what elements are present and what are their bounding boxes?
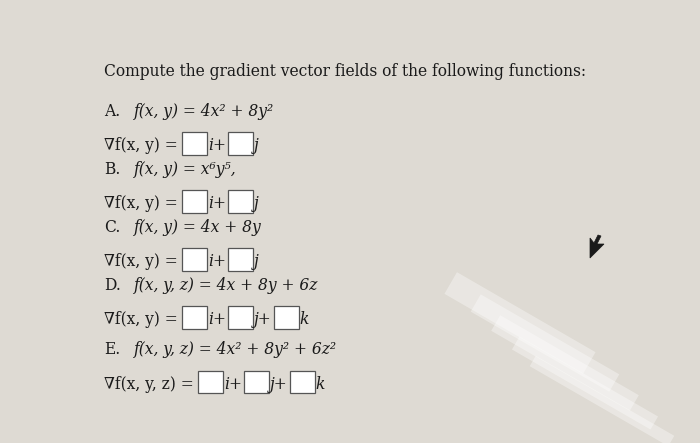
FancyBboxPatch shape [198, 371, 223, 393]
Text: k: k [300, 311, 309, 328]
Text: j+: j+ [270, 376, 288, 392]
Text: A.: A. [104, 103, 120, 120]
Text: i+: i+ [209, 253, 227, 270]
Polygon shape [590, 235, 604, 258]
FancyBboxPatch shape [228, 249, 253, 271]
Text: k: k [316, 376, 325, 392]
Polygon shape [512, 337, 658, 430]
Text: C.: C. [104, 218, 120, 236]
FancyBboxPatch shape [290, 371, 314, 393]
Text: f(x, y, z) = 4x² + 8y² + 6z²: f(x, y, z) = 4x² + 8y² + 6z² [134, 342, 337, 358]
Text: i+: i+ [209, 311, 227, 328]
Polygon shape [470, 294, 620, 392]
Text: f(x, y) = 4x² + 8y²: f(x, y) = 4x² + 8y² [134, 103, 274, 120]
Text: f(x, y) = 4x + 8y: f(x, y) = 4x + 8y [134, 218, 262, 236]
Text: j: j [254, 137, 259, 154]
Text: j: j [254, 253, 259, 270]
Text: i+: i+ [209, 195, 227, 212]
FancyBboxPatch shape [228, 307, 253, 329]
Text: Compute the gradient vector fields of the following functions:: Compute the gradient vector fields of th… [104, 63, 586, 80]
Text: ∇f(x, y) =: ∇f(x, y) = [104, 195, 183, 212]
FancyBboxPatch shape [183, 249, 207, 271]
Text: ∇f(x, y) =: ∇f(x, y) = [104, 253, 183, 270]
Text: E.: E. [104, 342, 120, 358]
FancyBboxPatch shape [183, 132, 207, 155]
FancyBboxPatch shape [183, 307, 207, 329]
Text: ∇f(x, y, z) =: ∇f(x, y, z) = [104, 376, 198, 392]
Text: ∇f(x, y) =: ∇f(x, y) = [104, 137, 183, 154]
Text: f(x, y) = x⁶y⁵,: f(x, y) = x⁶y⁵, [134, 161, 237, 178]
FancyBboxPatch shape [244, 371, 269, 393]
Text: j+: j+ [254, 311, 272, 328]
Text: ∇f(x, y) =: ∇f(x, y) = [104, 311, 183, 328]
Text: j: j [254, 195, 259, 212]
Text: i+: i+ [209, 137, 227, 154]
Polygon shape [444, 272, 596, 374]
Text: f(x, y, z) = 4x + 8y + 6z: f(x, y, z) = 4x + 8y + 6z [134, 276, 318, 294]
Text: D.: D. [104, 276, 120, 294]
FancyBboxPatch shape [228, 132, 253, 155]
FancyBboxPatch shape [183, 190, 207, 213]
FancyBboxPatch shape [274, 307, 299, 329]
Text: B.: B. [104, 161, 120, 178]
Text: i+: i+ [225, 376, 242, 392]
Polygon shape [530, 356, 674, 443]
Polygon shape [491, 315, 639, 411]
FancyBboxPatch shape [228, 190, 253, 213]
